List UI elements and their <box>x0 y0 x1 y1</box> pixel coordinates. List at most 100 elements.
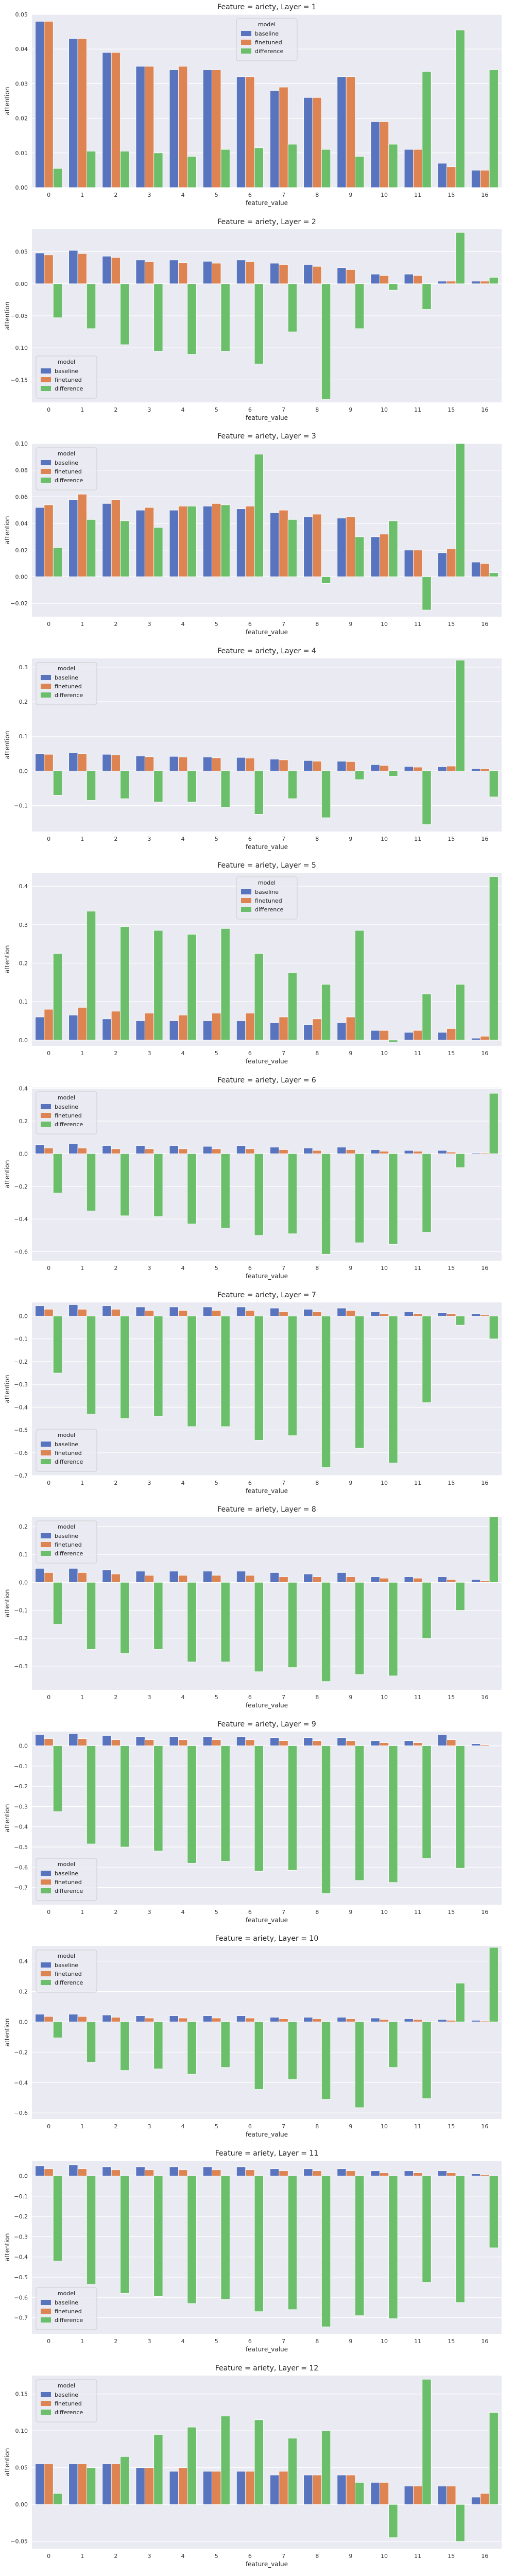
y-tick-label: 0.06 <box>15 494 28 501</box>
legend-swatch-difference <box>41 2409 51 2415</box>
x-tick-label: 3 <box>148 836 151 842</box>
bar-baseline-3 <box>135 1307 145 1316</box>
x-tick-label: 15 <box>448 1050 455 1057</box>
legend-swatch-difference <box>41 1459 51 1464</box>
bar-finetuned-9 <box>346 761 355 771</box>
x-tick-label: 6 <box>248 2338 252 2345</box>
y-tick-label: −0.6 <box>14 2294 28 2301</box>
bar-baseline-9 <box>337 1572 347 1583</box>
legend-label-difference: difference <box>55 1459 83 1465</box>
y-tick-label: −0.7 <box>14 1884 28 1891</box>
x-tick-label: 0 <box>47 2553 50 2560</box>
bar-difference-6 <box>254 953 264 1041</box>
bar-finetuned-0 <box>44 754 54 771</box>
bar-finetuned-4 <box>178 1310 188 1316</box>
bar-baseline-8 <box>303 97 313 188</box>
bar-baseline-2 <box>102 754 112 771</box>
x-tick-label: 9 <box>349 2338 352 2345</box>
bar-baseline-5 <box>202 1146 213 1154</box>
legend-label-finetuned: finetuned <box>55 1112 82 1119</box>
chart-panel-7: −0.7 −0.6 −0.5 −0.4 −0.3 −0.2 −0.1 0.0 0 1 2 3 4 5 6 7 8… <box>0 1288 515 1500</box>
bar-baseline-16 <box>471 170 481 188</box>
bar-finetuned-16 <box>480 1314 490 1316</box>
x-tick-label: 15 <box>448 1480 455 1486</box>
x-tick-label: 5 <box>215 406 218 413</box>
bar-baseline-3 <box>135 2467 145 2505</box>
y-tick-label: 0.3 <box>19 664 28 671</box>
bar-finetuned-4 <box>178 2467 188 2505</box>
legend: model baseline finetuned difference <box>36 662 97 705</box>
y-tick-label: 0.02 <box>15 547 28 554</box>
bar-baseline-3 <box>135 1145 145 1154</box>
x-tick-label: 1 <box>80 1265 84 1272</box>
bar-baseline-2 <box>102 2166 112 2176</box>
bar-baseline-6 <box>236 2015 246 2023</box>
bar-difference-0 <box>53 2022 63 2039</box>
x-tick-label: 16 <box>481 2338 488 2345</box>
bar-difference-2 <box>120 1582 130 1654</box>
bar-difference-16 <box>489 572 499 578</box>
bar-finetuned-3 <box>144 2467 154 2505</box>
bar-difference-15 <box>455 659 465 771</box>
bar-difference-3 <box>153 930 163 1041</box>
bar-difference-10 <box>388 2022 398 2068</box>
x-tick-label: 8 <box>315 406 319 413</box>
bar-finetuned-10 <box>379 1313 389 1316</box>
x-tick-label: 10 <box>381 836 388 842</box>
x-tick-label: 11 <box>414 2553 421 2560</box>
chart-title: Feature = ariety, Layer = 10 <box>215 1935 319 1943</box>
legend-label-difference: difference <box>55 692 83 699</box>
bar-finetuned-6 <box>245 757 255 771</box>
bar-finetuned-0 <box>44 2016 54 2023</box>
bar-difference-1 <box>86 911 96 1041</box>
bar-baseline-16 <box>471 2020 481 2023</box>
bar-difference-0 <box>53 1745 63 1812</box>
bar-difference-9 <box>355 1745 365 1881</box>
bar-finetuned-8 <box>312 2171 322 2176</box>
bar-baseline-7 <box>270 513 280 578</box>
bar-finetuned-0 <box>44 1009 54 1041</box>
bar-baseline-1 <box>68 1568 78 1583</box>
x-axis-label: feature_value <box>246 1273 288 1280</box>
x-tick-label: 1 <box>80 1909 84 1916</box>
bar-baseline-1 <box>68 1015 78 1041</box>
bar-finetuned-4 <box>178 262 188 284</box>
bar-finetuned-0 <box>44 1738 54 1746</box>
bar-difference-3 <box>153 1745 163 1852</box>
bar-finetuned-0 <box>44 2463 54 2505</box>
x-tick-label: 10 <box>381 1050 388 1057</box>
bar-difference-4 <box>187 1315 197 1427</box>
bar-finetuned-9 <box>346 1740 355 1746</box>
bar-baseline-9 <box>337 518 347 578</box>
x-tick-label: 16 <box>481 2123 488 2130</box>
x-tick-label: 9 <box>349 1909 352 1916</box>
bar-finetuned-3 <box>144 1575 154 1583</box>
x-tick-label: 11 <box>414 1265 421 1272</box>
legend-swatch-finetuned <box>41 1450 51 1455</box>
y-tick-label: 0.2 <box>19 1989 28 1995</box>
bar-baseline-10 <box>370 536 380 578</box>
x-tick-label: 0 <box>47 1909 50 1916</box>
x-tick-label: 2 <box>114 2553 117 2560</box>
x-tick-label: 0 <box>47 1694 50 1701</box>
bar-baseline-9 <box>337 1023 347 1041</box>
bar-finetuned-1 <box>77 253 87 284</box>
legend-label-baseline: baseline <box>55 1104 78 1110</box>
x-tick-label: 10 <box>381 406 388 413</box>
legend-swatch-finetuned <box>41 1542 51 1548</box>
bar-baseline-16 <box>471 2174 481 2176</box>
y-axis-label: attention <box>4 2448 11 2476</box>
bar-baseline-15 <box>437 163 448 188</box>
bar-finetuned-5 <box>212 70 221 188</box>
legend-swatch-finetuned <box>41 377 51 382</box>
bar-finetuned-10 <box>379 121 389 188</box>
y-tick-label: 0.2 <box>19 1523 28 1530</box>
bar-difference-15 <box>455 1582 465 1611</box>
x-tick-label: 16 <box>481 1050 488 1057</box>
x-tick-label: 9 <box>349 2123 352 2130</box>
chart-panel-1: 0.00 0.01 0.02 0.03 0.04 0.05 0 1 2 3 4 5 6 7 8 9 10 11 15… <box>0 0 515 212</box>
bar-difference-0 <box>53 953 63 1041</box>
x-tick-label: 5 <box>215 2123 218 2130</box>
bar-difference-4 <box>187 934 197 1041</box>
